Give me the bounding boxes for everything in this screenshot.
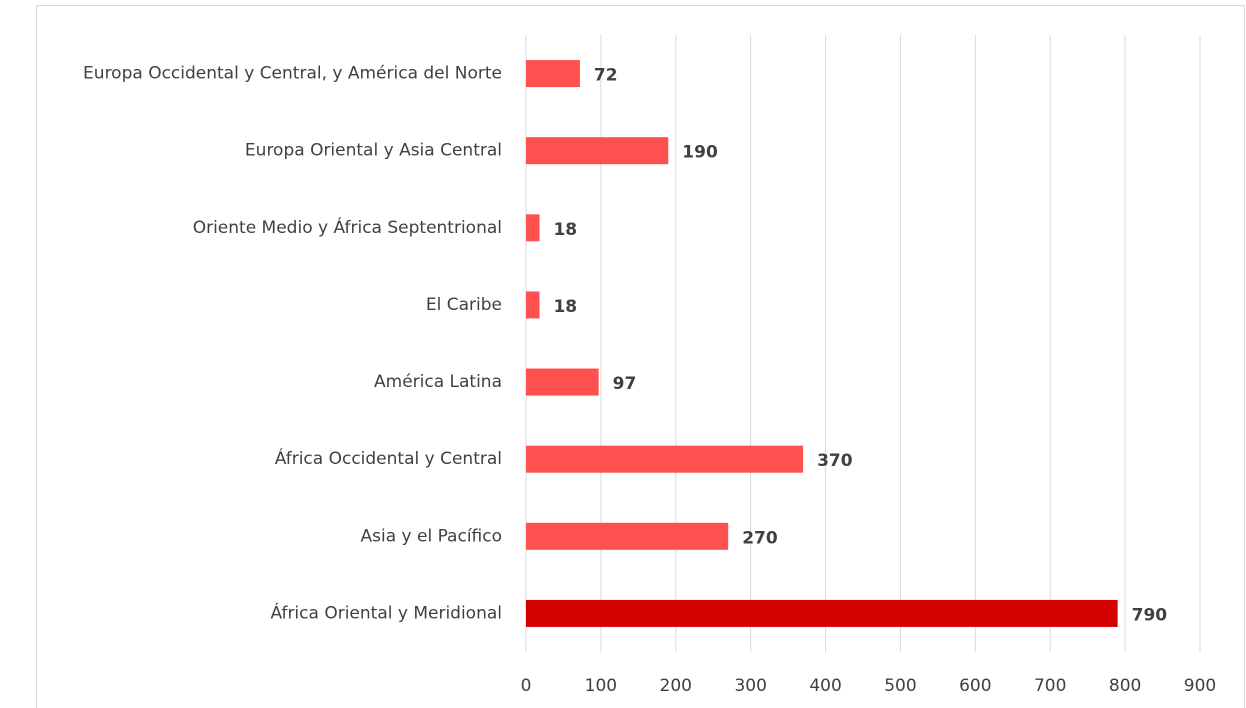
y-tick-label: Asia y el Pacífico <box>360 526 502 546</box>
bar <box>526 445 804 473</box>
y-tick-label: África Occidental y Central <box>275 447 502 469</box>
x-tick-label: 600 <box>959 676 991 696</box>
x-tick-label: 400 <box>809 676 841 696</box>
x-tick-label: 300 <box>734 676 766 696</box>
bar <box>526 214 540 242</box>
data-label: 97 <box>613 374 637 394</box>
bar <box>526 599 1118 627</box>
x-tick-label: 800 <box>1109 676 1141 696</box>
chart-frame <box>36 5 1245 708</box>
data-label: 790 <box>1132 605 1168 625</box>
x-tick-label: 0 <box>521 676 532 696</box>
y-tick-label: El Caribe <box>426 295 502 315</box>
data-label: 370 <box>817 451 853 471</box>
x-tick-label: 500 <box>884 676 916 696</box>
y-tick-label: Oriente Medio y África Septentrional <box>193 216 502 238</box>
bar <box>526 522 729 550</box>
x-tick-label: 100 <box>585 676 617 696</box>
bar <box>526 291 540 319</box>
y-tick-label: África Oriental y Meridional <box>270 601 502 623</box>
data-label: 18 <box>553 220 577 240</box>
data-label: 18 <box>553 297 577 317</box>
y-tick-label: América Latina <box>374 372 502 392</box>
y-tick-label: Europa Oriental y Asia Central <box>245 141 502 161</box>
data-label: 190 <box>682 143 718 163</box>
data-label: 72 <box>594 66 618 86</box>
x-tick-label: 200 <box>660 676 692 696</box>
x-tick-label: 700 <box>1034 676 1066 696</box>
x-tick-label: 900 <box>1184 676 1216 696</box>
y-tick-label: Europa Occidental y Central, y América d… <box>83 64 502 84</box>
bar <box>526 137 669 165</box>
bar <box>526 368 599 396</box>
bar <box>526 60 580 88</box>
data-label: 270 <box>742 528 778 548</box>
